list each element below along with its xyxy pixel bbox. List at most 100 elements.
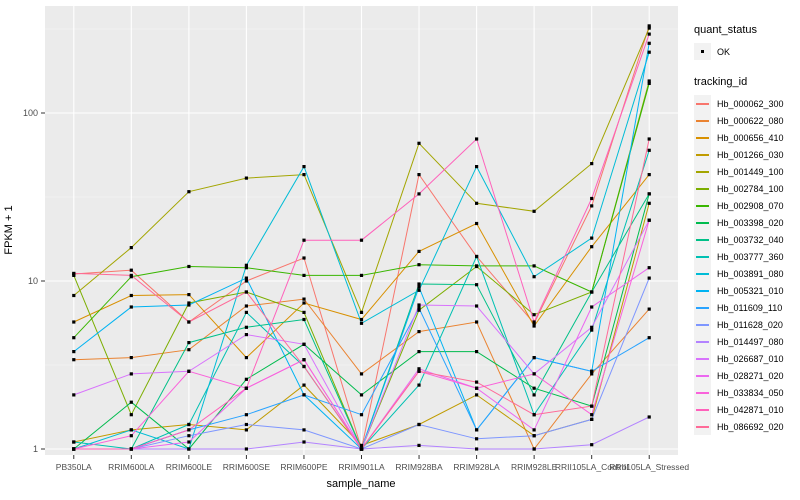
legend-series-label: Hb_003732_040 (717, 234, 784, 245)
data-point (129, 413, 133, 417)
series-color-line (696, 187, 709, 190)
legend-item: Hb_042871_010 (694, 401, 784, 418)
data-point (647, 50, 651, 54)
line-swatch-icon (694, 418, 711, 435)
legend-item: Hb_086692_020 (694, 418, 784, 435)
y-tick-label: 100 (22, 107, 38, 118)
line-swatch-icon (694, 265, 711, 282)
data-point (129, 268, 133, 272)
legend-series-label: Hb_028271_020 (717, 370, 784, 381)
data-point (590, 328, 594, 332)
line-swatch-icon (694, 112, 711, 129)
line-swatch-icon (694, 384, 711, 401)
data-point (302, 310, 306, 314)
data-point (475, 165, 479, 169)
data-point (532, 313, 536, 317)
data-point (244, 276, 248, 280)
data-point (590, 245, 594, 249)
data-point (475, 304, 479, 308)
data-point (187, 369, 191, 373)
data-point (359, 273, 364, 277)
data-point (532, 393, 536, 397)
series-color-line (696, 357, 709, 360)
data-point (244, 386, 248, 390)
legend-item: Hb_001266_030 (694, 146, 784, 163)
data-point (187, 190, 191, 194)
data-point (475, 428, 479, 432)
legend-label-ok: OK (717, 46, 731, 57)
legend-series-label: Hb_003777_360 (717, 251, 784, 262)
data-point (302, 393, 306, 397)
data-point (72, 336, 76, 340)
data-point (302, 273, 306, 277)
series-color-line (696, 323, 709, 326)
legend-series-label: Hb_005321_010 (717, 285, 784, 296)
data-point (417, 285, 421, 289)
legend-series-label: Hb_011628_020 (717, 319, 783, 330)
series-color-line (696, 102, 709, 105)
legend-series-label: Hb_042871_010 (717, 404, 784, 415)
data-point (647, 266, 651, 270)
legend-series-label: Hb_001449_100 (717, 166, 784, 177)
legend-series-label: Hb_002908_070 (717, 200, 784, 211)
legend-item: Hb_028271_020 (694, 367, 784, 384)
data-point (417, 367, 421, 371)
line-swatch-icon (694, 180, 711, 197)
line-swatch-icon (694, 214, 711, 231)
legend-series-label: Hb_000656_410 (717, 132, 784, 143)
x-tick-label: RRIM600LA (108, 462, 155, 472)
series-color-line (696, 374, 709, 377)
data-point (417, 303, 421, 307)
data-point (475, 447, 479, 451)
data-point (475, 221, 479, 226)
line-swatch-icon (694, 163, 711, 180)
data-point (532, 320, 536, 324)
x-tick-label: RRIM600SE (222, 462, 271, 472)
legend-title-tracking-id: tracking_id (694, 76, 748, 88)
line-swatch-icon (694, 401, 711, 418)
x-tick-label: RRIM928LA (453, 462, 500, 472)
data-point (647, 201, 651, 205)
data-point (590, 290, 594, 294)
y-axis-title: FPKM + 1 (3, 205, 15, 255)
legend-series-label: Hb_003398_020 (717, 217, 784, 228)
data-point (359, 447, 364, 451)
legend-item: Hb_003777_360 (694, 248, 784, 265)
data-point (475, 283, 479, 287)
legend-item: Hb_005321_010 (694, 282, 784, 299)
data-point (187, 434, 191, 438)
data-point (302, 301, 306, 305)
data-point (532, 356, 536, 360)
data-point (244, 422, 248, 427)
data-point (244, 266, 248, 270)
series-color-line (696, 425, 709, 428)
data-point (359, 238, 364, 242)
data-point (590, 369, 594, 373)
data-point (475, 386, 479, 390)
data-point (590, 413, 594, 417)
legend-item: Hb_011628_020 (694, 316, 784, 333)
data-point (244, 325, 248, 329)
data-point (129, 447, 133, 451)
data-point (72, 358, 76, 362)
data-point (590, 325, 594, 329)
series-color-line (696, 255, 709, 258)
data-point (532, 447, 536, 451)
data-point (475, 320, 479, 324)
data-point (590, 162, 594, 166)
data-point (359, 310, 364, 314)
legend-item: Hb_033834_050 (694, 384, 784, 401)
data-point (302, 165, 306, 169)
y-tick-label: 10 (27, 275, 38, 286)
data-point (129, 434, 133, 438)
data-point (647, 32, 651, 36)
data-point (475, 137, 479, 141)
data-point (417, 249, 421, 253)
legend-series-label: Hb_001266_030 (717, 149, 784, 160)
data-point (590, 443, 594, 447)
data-point (647, 79, 651, 83)
line-swatch-icon (694, 299, 711, 316)
data-point (532, 372, 536, 376)
